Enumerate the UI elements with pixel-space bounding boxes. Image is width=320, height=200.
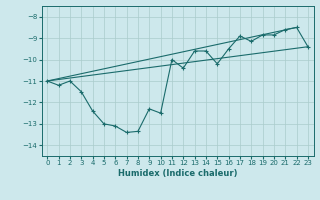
X-axis label: Humidex (Indice chaleur): Humidex (Indice chaleur) xyxy=(118,169,237,178)
